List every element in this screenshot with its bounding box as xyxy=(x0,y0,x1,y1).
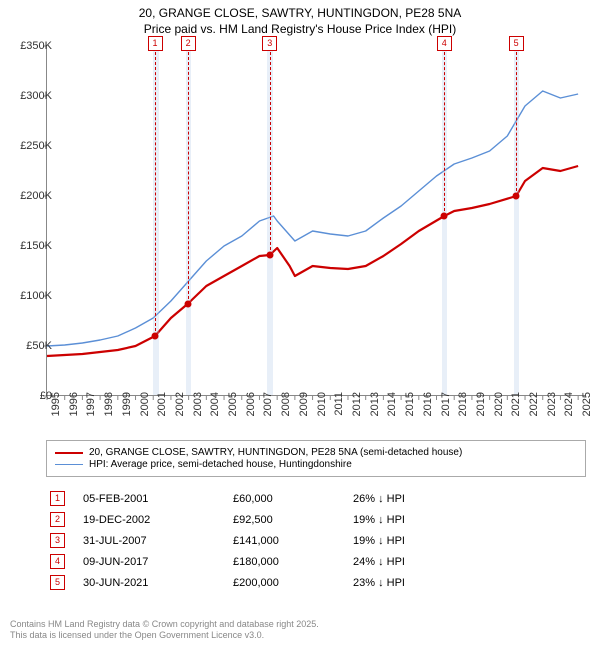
x-tick-label: 2025 xyxy=(581,392,593,432)
marker-box: 1 xyxy=(148,36,163,51)
x-tick-label: 2003 xyxy=(192,392,204,432)
row-date: 30-JUN-2021 xyxy=(83,577,233,589)
row-marker: 4 xyxy=(50,554,65,569)
x-tick-label: 2006 xyxy=(245,392,257,432)
legend-swatch xyxy=(55,452,83,454)
y-tick-label: £300K xyxy=(8,90,52,102)
legend-entry: 20, GRANGE CLOSE, SAWTRY, HUNTINGDON, PE… xyxy=(55,447,577,458)
x-tick-label: 2016 xyxy=(422,392,434,432)
x-tick-label: 2024 xyxy=(563,392,575,432)
marker-box: 3 xyxy=(262,36,277,51)
x-tick-label: 2011 xyxy=(333,392,345,432)
chart-container: 20, GRANGE CLOSE, SAWTRY, HUNTINGDON, PE… xyxy=(0,0,600,650)
row-pct: 19% ↓ HPI xyxy=(353,514,586,526)
row-date: 31-JUL-2007 xyxy=(83,535,233,547)
x-tick-label: 2000 xyxy=(139,392,151,432)
x-tick-label: 2014 xyxy=(386,392,398,432)
y-tick-label: £200K xyxy=(8,190,52,202)
x-tick-label: 2021 xyxy=(510,392,522,432)
legend-label: HPI: Average price, semi-detached house,… xyxy=(89,459,352,470)
row-date: 09-JUN-2017 xyxy=(83,556,233,568)
y-tick-label: £350K xyxy=(8,40,52,52)
row-price: £92,500 xyxy=(233,514,353,526)
x-tick-label: 2022 xyxy=(528,392,540,432)
legend-entry: HPI: Average price, semi-detached house,… xyxy=(55,459,577,470)
row-price: £60,000 xyxy=(233,493,353,505)
plot-svg xyxy=(47,46,586,395)
marker-dash xyxy=(155,52,156,336)
x-tick-label: 2019 xyxy=(475,392,487,432)
table-row: 4 09-JUN-2017£180,00024% ↓ HPI xyxy=(46,551,586,572)
series-hpi xyxy=(47,91,578,346)
footer-line-1: Contains HM Land Registry data © Crown c… xyxy=(10,619,319,631)
x-tick-label: 1999 xyxy=(121,392,133,432)
row-marker: 2 xyxy=(50,512,65,527)
chart-plot-area: 12345 xyxy=(46,46,586,396)
x-tick-label: 1995 xyxy=(50,392,62,432)
x-tick-label: 2018 xyxy=(457,392,469,432)
legend-swatch xyxy=(55,464,83,465)
x-tick-label: 1997 xyxy=(85,392,97,432)
y-tick-label: £250K xyxy=(8,140,52,152)
row-pct: 24% ↓ HPI xyxy=(353,556,586,568)
table-row: 5 30-JUN-2021£200,00023% ↓ HPI xyxy=(46,572,586,593)
x-tick-label: 2010 xyxy=(316,392,328,432)
legend-label: 20, GRANGE CLOSE, SAWTRY, HUNTINGDON, PE… xyxy=(89,447,462,458)
legend: 20, GRANGE CLOSE, SAWTRY, HUNTINGDON, PE… xyxy=(46,440,586,477)
x-tick-label: 2004 xyxy=(209,392,221,432)
x-tick-label: 2013 xyxy=(369,392,381,432)
footer: Contains HM Land Registry data © Crown c… xyxy=(10,619,319,642)
title-line-2: Price paid vs. HM Land Registry's House … xyxy=(10,22,590,38)
marker-box: 5 xyxy=(509,36,524,51)
x-tick-label: 2015 xyxy=(404,392,416,432)
y-tick-label: £150K xyxy=(8,240,52,252)
x-tick-label: 1998 xyxy=(103,392,115,432)
x-tick-label: 2009 xyxy=(298,392,310,432)
x-tick-label: 2023 xyxy=(546,392,558,432)
row-price: £180,000 xyxy=(233,556,353,568)
marker-dash xyxy=(270,52,271,255)
title-line-1: 20, GRANGE CLOSE, SAWTRY, HUNTINGDON, PE… xyxy=(10,6,590,22)
y-tick-label: £50K xyxy=(8,340,52,352)
row-price: £141,000 xyxy=(233,535,353,547)
row-pct: 23% ↓ HPI xyxy=(353,577,586,589)
x-tick-label: 1996 xyxy=(68,392,80,432)
x-tick-label: 2001 xyxy=(156,392,168,432)
x-tick-label: 2002 xyxy=(174,392,186,432)
x-tick-label: 2008 xyxy=(280,392,292,432)
marker-box: 2 xyxy=(181,36,196,51)
series-price_paid xyxy=(47,166,578,356)
x-tick-label: 2007 xyxy=(262,392,274,432)
marker-box: 4 xyxy=(437,36,452,51)
row-date: 05-FEB-2001 xyxy=(83,493,233,505)
x-tick-label: 2005 xyxy=(227,392,239,432)
footer-line-2: This data is licensed under the Open Gov… xyxy=(10,630,319,642)
row-marker: 3 xyxy=(50,533,65,548)
sales-table: 1 05-FEB-2001£60,00026% ↓ HPI 2 19-DEC-2002… xyxy=(46,488,586,593)
row-pct: 26% ↓ HPI xyxy=(353,493,586,505)
table-row: 2 19-DEC-2002£92,50019% ↓ HPI xyxy=(46,509,586,530)
title-block: 20, GRANGE CLOSE, SAWTRY, HUNTINGDON, PE… xyxy=(0,0,600,39)
row-price: £200,000 xyxy=(233,577,353,589)
x-tick-label: 2017 xyxy=(440,392,452,432)
y-tick-label: £100K xyxy=(8,290,52,302)
x-tick-label: 2020 xyxy=(493,392,505,432)
row-pct: 19% ↓ HPI xyxy=(353,535,586,547)
y-tick-label: £0 xyxy=(8,390,52,402)
x-tick-label: 2012 xyxy=(351,392,363,432)
marker-dash xyxy=(516,52,517,196)
table-row: 1 05-FEB-2001£60,00026% ↓ HPI xyxy=(46,488,586,509)
row-marker: 1 xyxy=(50,491,65,506)
marker-dash xyxy=(188,52,189,304)
table-row: 3 31-JUL-2007£141,00019% ↓ HPI xyxy=(46,530,586,551)
marker-dash xyxy=(444,52,445,216)
row-marker: 5 xyxy=(50,575,65,590)
row-date: 19-DEC-2002 xyxy=(83,514,233,526)
